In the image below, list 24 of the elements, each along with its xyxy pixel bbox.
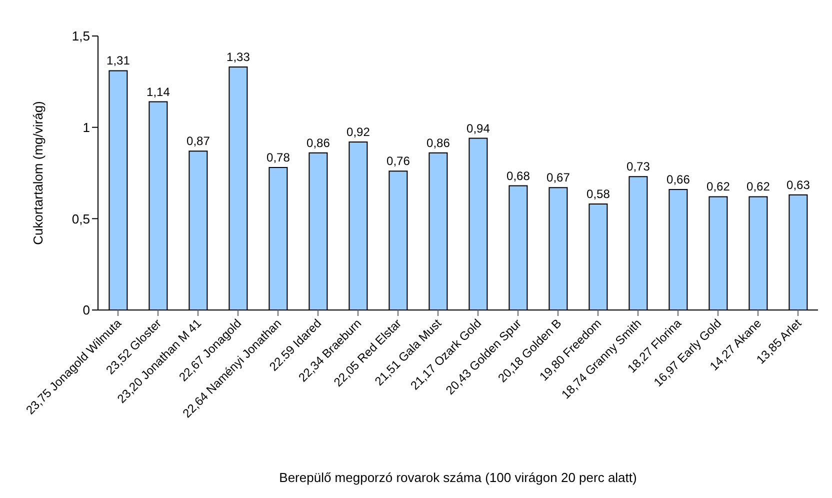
data-label: 0,87	[186, 134, 210, 148]
y-tick-label: 0,5	[72, 211, 90, 226]
y-tick-label: 1	[82, 120, 90, 135]
data-label: 0,63	[786, 178, 810, 192]
data-label: 0,78	[266, 150, 290, 165]
data-label: 0,58	[586, 187, 610, 202]
data-label: 0,94	[466, 121, 490, 136]
data-label: 0,73	[626, 160, 650, 174]
data-label: 0,62	[706, 180, 730, 194]
data-label: 0,92	[346, 124, 370, 139]
data-label: 1,33	[226, 50, 250, 64]
data-label: 0,86	[426, 136, 450, 150]
y-axis-title: Cukortartalom (mg/virág)	[30, 101, 46, 245]
data-label: 0,62	[746, 180, 770, 194]
x-axis-title: Berepülő megporzó rovarok száma (100 virágon 20 perc alatt)	[279, 470, 637, 485]
y-tick-label: 0	[82, 302, 90, 318]
data-label: 1,14	[146, 84, 170, 99]
data-label: 0,76	[386, 154, 410, 168]
y-tick-label: 1,5	[72, 28, 90, 44]
data-label: 0,86	[306, 136, 330, 150]
data-label: 0,67	[546, 170, 570, 185]
data-label: 0,68	[506, 168, 530, 183]
data-label: 0,66	[666, 172, 690, 186]
data-label: 1,31	[106, 54, 130, 68]
